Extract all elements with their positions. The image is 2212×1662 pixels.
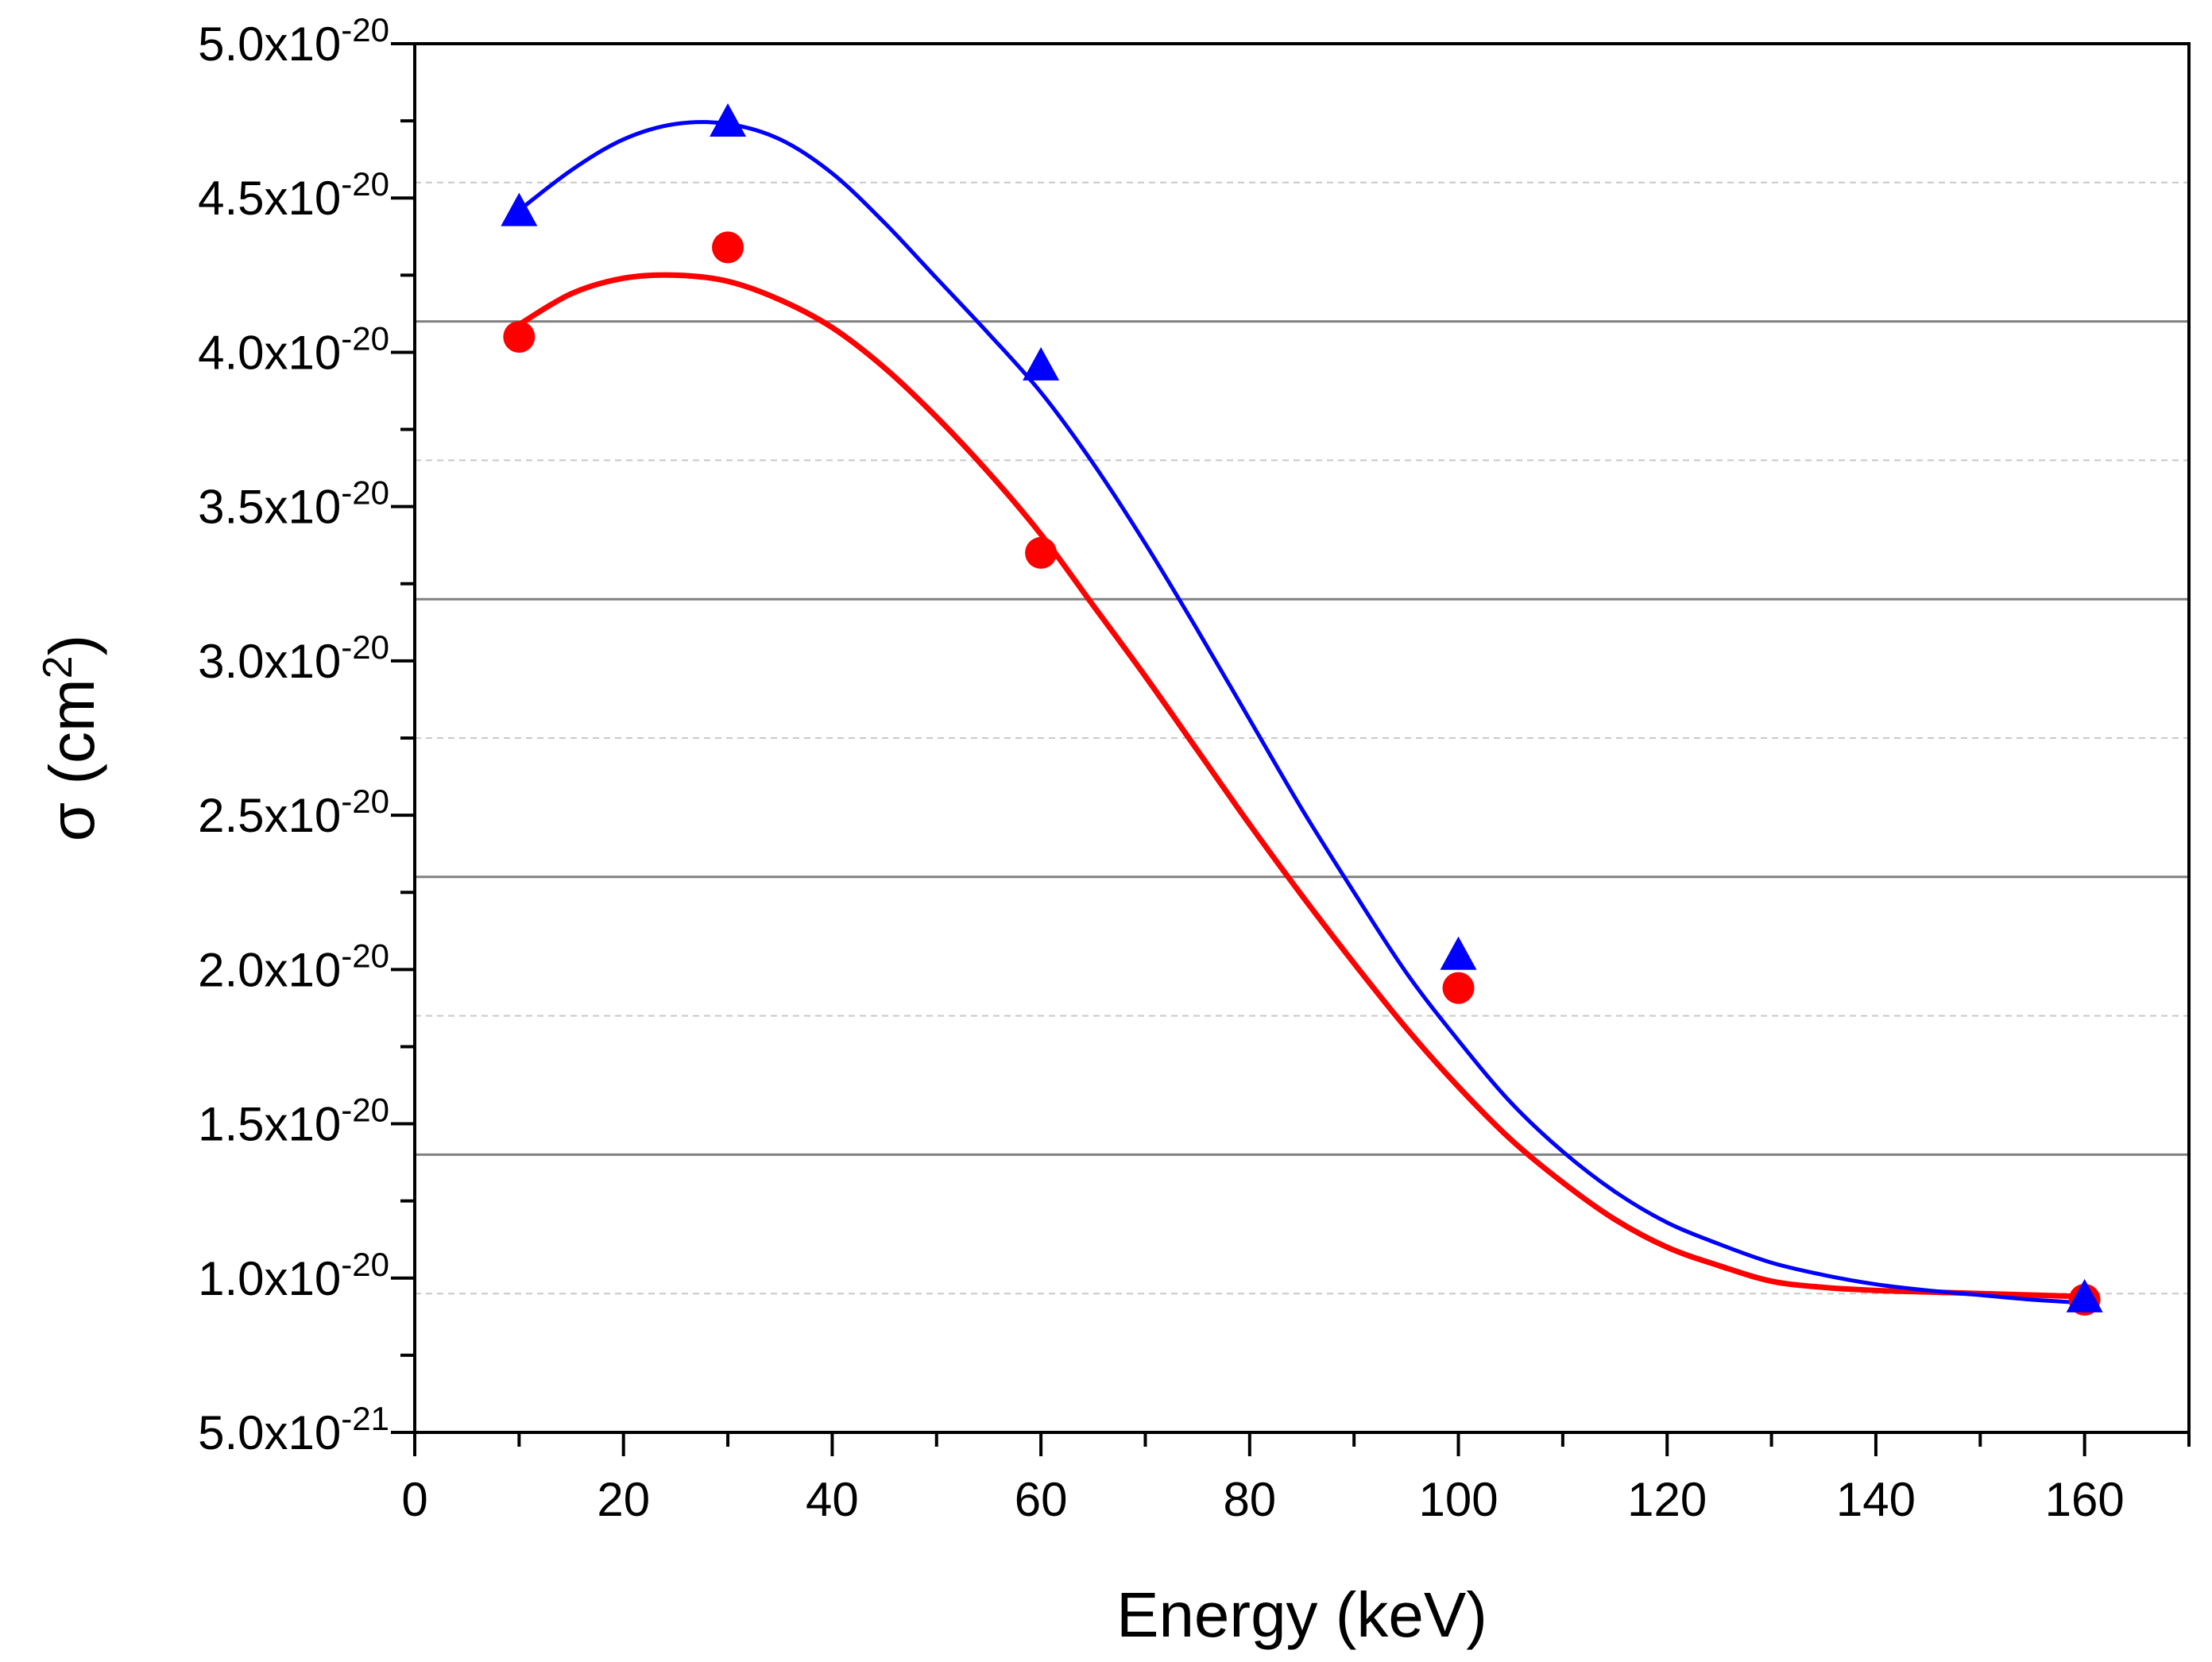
x-axis-label: Energy (keV) [1116,1579,1487,1650]
x-tick-label: 20 [597,1473,650,1526]
fit-curves [516,120,2088,1305]
circles-point [1442,972,1475,1004]
y-tick-mantissa: 5.0x10 [198,17,341,71]
circles-point [1025,536,1058,569]
y-tick-labels: 5.0x10-211.0x10-201.5x10-202.0x10-202.5x… [198,11,389,1459]
y-tick-exponent: -20 [341,783,389,820]
triangles-point [501,192,538,226]
y-tick-exponent: -20 [341,1246,389,1283]
x-tick-labels: 0 20 40 60 80 100 120 140 160 [401,1473,2124,1526]
x-tick-label: 160 [2045,1473,2125,1526]
axis-ticks [391,42,2191,1456]
circles-point [712,231,744,264]
circles-fit-line [516,272,2088,1300]
y-tick-mantissa: 2.5x10 [198,789,341,842]
x-tick-label: 60 [1015,1473,1068,1526]
triangles-point [2066,1278,2103,1312]
y-tick-label: 3.0x10-20 [198,628,389,688]
y-tick-label: 3.5x10-20 [198,474,389,534]
y-tick-label: 5.0x10-21 [198,1400,389,1459]
triangles-point [1023,346,1060,381]
y-tick-exponent: -20 [341,319,389,357]
y-tick-exponent: -20 [341,474,389,512]
y-tick-label: 1.5x10-20 [198,1092,389,1151]
y-tick-label: 2.0x10-20 [198,937,389,996]
y-tick-exponent: -20 [341,937,389,974]
x-tick-label: 80 [1223,1473,1276,1526]
y-tick-label: 5.0x10-20 [198,11,389,71]
y-tick-label: 2.5x10-20 [198,783,389,842]
y-tick-exponent: -20 [341,11,389,48]
y-tick-mantissa: 1.0x10 [198,1252,341,1305]
y-tick-label: 1.0x10-20 [198,1246,389,1305]
x-tick-label: 0 [401,1473,427,1526]
x-tick-label: 140 [1836,1473,1916,1526]
y-tick-mantissa: 5.0x10 [198,1406,341,1459]
y-axis-label-sup: 2 [35,655,81,678]
x-tick-label: 120 [1627,1473,1707,1526]
plot-frame [413,42,2191,1434]
y-tick-mantissa: 3.5x10 [198,481,341,534]
y-axis-label: σ (cm2) [35,635,107,841]
y-tick-mantissa: 4.0x10 [198,326,341,379]
y-tick-exponent: -20 [341,165,389,203]
y-tick-label: 4.5x10-20 [198,165,389,225]
y-tick-exponent: -20 [341,628,389,666]
y-tick-exponent: -21 [341,1400,389,1437]
y-tick-label: 4.0x10-20 [198,319,389,379]
data-markers [501,102,2103,1316]
triangles-fit-line [516,120,2087,1305]
circles-point [503,321,536,354]
y-tick-mantissa: 3.0x10 [198,635,341,688]
y-tick-mantissa: 4.5x10 [198,172,341,225]
triangles-point [710,102,747,137]
y-axis-label-prefix: σ (cm [37,678,107,841]
y-axis-label-suffix: ) [37,635,107,656]
y-tick-mantissa: 2.0x10 [198,943,341,996]
y-tick-exponent: -20 [341,1092,389,1129]
x-tick-label: 100 [1418,1473,1498,1526]
x-tick-label: 40 [806,1473,859,1526]
triangles-point [1440,936,1477,970]
gridlines [415,181,2189,1295]
y-tick-mantissa: 1.5x10 [198,1098,341,1151]
